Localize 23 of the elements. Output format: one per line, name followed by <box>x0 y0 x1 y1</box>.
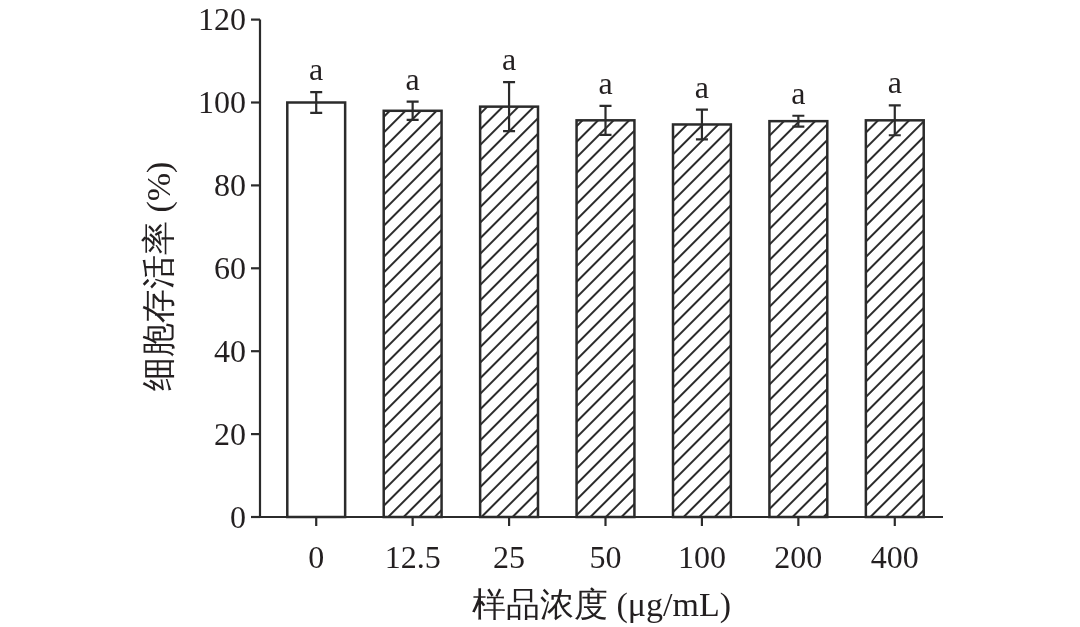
y-tick-label: 80 <box>214 167 246 204</box>
y-tick-label: 60 <box>214 250 246 287</box>
y-tick-label: 40 <box>214 333 246 370</box>
y-tick-label: 0 <box>230 498 246 535</box>
annotation: a <box>694 68 710 105</box>
x-tick-label: 50 <box>589 539 622 575</box>
annotation: a <box>887 64 902 101</box>
x-tick-label: 25 <box>493 539 526 575</box>
y-tick-label: 120 <box>198 1 246 38</box>
x-tick-label: 12.5 <box>384 539 441 575</box>
x-axis-title: 样品浓度 (μg/mL) <box>471 586 732 624</box>
x-tick-label: 0 <box>308 539 325 575</box>
x-tick-label: 400 <box>870 539 919 575</box>
y-tick-label: 20 <box>214 415 246 452</box>
annotation: a <box>791 74 806 111</box>
x-tick-label: 100 <box>677 539 726 575</box>
y-axis-title: 细胞存活率 (%) <box>140 161 178 392</box>
y-tick-label: 100 <box>198 84 246 121</box>
x-tick-label: 200 <box>774 539 823 575</box>
annotation: a <box>598 64 613 101</box>
annotation: a <box>405 60 420 97</box>
annotation: a <box>501 41 517 78</box>
annotation: a <box>309 51 324 88</box>
